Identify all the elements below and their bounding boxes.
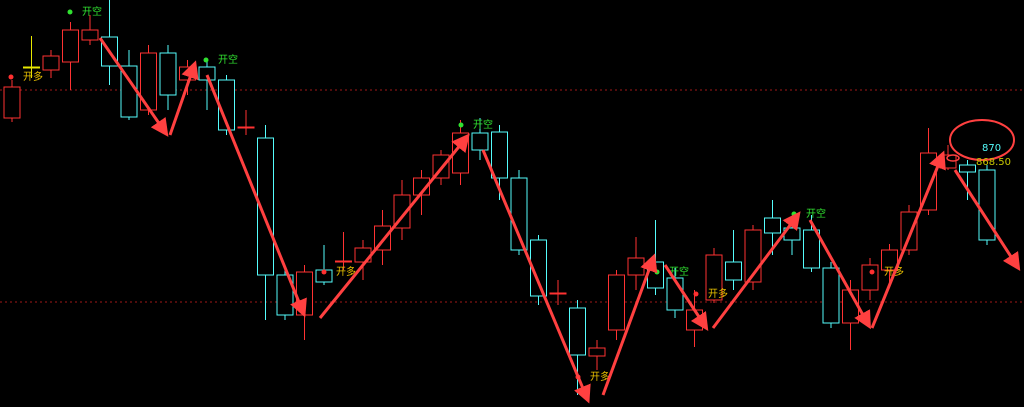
candle-body [959, 164, 976, 173]
candle-body [725, 261, 742, 281]
trend-arrows [98, 37, 1021, 404]
candle-body [3, 86, 21, 119]
price-label: 870 [982, 143, 1001, 154]
candle-body [861, 264, 879, 291]
highlight-mark [946, 154, 960, 162]
price-label: 868.50 [976, 157, 1011, 168]
candle-body [822, 267, 840, 324]
signal-label: 开空 [218, 53, 238, 66]
candle-body [608, 274, 625, 331]
signal-label: 开空 [806, 207, 826, 220]
candle-body [62, 29, 79, 63]
annotations: 开多开空开空开多开空开多开空开多开空开多 [8, 5, 904, 383]
candle-body [296, 271, 313, 316]
signal-label: 开多 [590, 370, 610, 383]
candle-body [803, 229, 820, 269]
candle-body [530, 239, 547, 297]
candle-body [471, 132, 489, 151]
candle-body [159, 52, 177, 96]
arrow [870, 150, 946, 329]
arrow [953, 169, 1021, 272]
candle-body [764, 217, 781, 234]
candle-body [23, 66, 40, 69]
arrow [601, 253, 658, 396]
candle-body [276, 274, 294, 316]
candle-body [588, 347, 606, 357]
arrow [98, 37, 169, 137]
candle-body [237, 126, 255, 129]
candle-body [881, 249, 898, 271]
signal-label: 开空 [473, 118, 493, 131]
signal-label: 开空 [669, 265, 689, 278]
signal-dot [8, 74, 14, 80]
signal-dot [67, 9, 73, 15]
signal-dot [693, 291, 699, 297]
arrow [663, 264, 709, 332]
candle-body [198, 66, 216, 81]
candle-body [335, 260, 352, 263]
signal-dot [321, 269, 327, 275]
signal-label: 开多 [708, 287, 728, 300]
candle-body [627, 257, 645, 276]
arrow [481, 149, 591, 404]
candle-body [705, 254, 723, 301]
arrow [808, 219, 871, 330]
arrow [318, 133, 470, 319]
signal-label: 开多 [23, 70, 43, 83]
arrow [168, 60, 199, 136]
signal-dot [869, 269, 875, 275]
arrow [205, 74, 307, 318]
candle-body [569, 307, 586, 356]
signal-dot [458, 122, 464, 128]
candle-body [491, 131, 508, 179]
candle-body [257, 137, 274, 276]
highlight-circle [949, 119, 1015, 161]
candle-body [900, 211, 918, 251]
candle-body [81, 29, 99, 41]
candle-body [42, 55, 60, 71]
signal-label: 开多 [336, 265, 356, 278]
signal-dot [654, 269, 660, 275]
candle-body [549, 292, 567, 295]
signal-label: 开空 [82, 5, 102, 18]
arrow [711, 211, 801, 329]
signal-dot [203, 57, 209, 63]
